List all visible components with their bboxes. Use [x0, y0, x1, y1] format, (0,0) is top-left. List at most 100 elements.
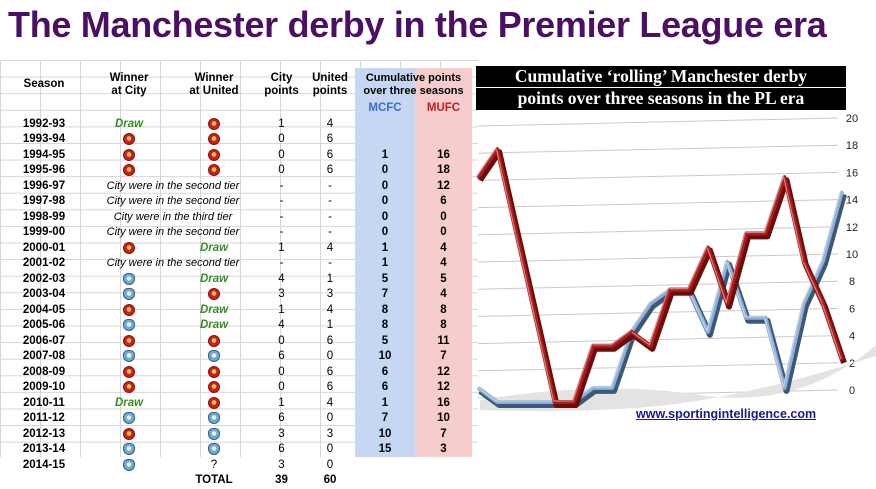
cumulative-united-cell: 0	[440, 226, 447, 239]
season-cell: 1996-97	[22, 179, 66, 192]
united-points-cell: 1	[326, 319, 334, 332]
table-subheader-row: MCFC MUFC	[0, 101, 472, 117]
series-united-point	[534, 316, 537, 319]
series-city-point	[592, 387, 594, 389]
series-united-point	[707, 246, 709, 249]
series-city-point	[477, 387, 479, 389]
cumulative-city-cell: 1	[381, 396, 389, 409]
result-cell	[170, 396, 258, 412]
chart-gridline	[477, 199, 839, 209]
cumulative-united-cell: 6	[440, 195, 447, 208]
series-city-point	[726, 260, 728, 263]
chart-gridline	[477, 362, 839, 372]
season-cell: 2009-10	[22, 381, 66, 394]
season-cell: 1994-95	[22, 148, 66, 161]
series-united-point	[477, 176, 479, 178]
season-cell: 2010-11	[23, 396, 65, 409]
table-row: 2012-13 3 3 10 7	[0, 427, 472, 443]
cumulative-united-cell: 12	[437, 365, 450, 378]
table-row: 2010-11 Draw 1 4 1 16	[0, 396, 472, 412]
table-total-row: TOTAL 39 60	[0, 473, 472, 489]
series-united-point	[496, 148, 498, 150]
table-row: 1998-99 City were in the third tier - - 0 0	[0, 210, 472, 226]
cumulative-city-cell: 7	[381, 412, 389, 425]
cumulative-united-cell: 3	[440, 443, 447, 456]
mcfc-crest-icon	[123, 319, 135, 332]
city-points-cell: 3	[278, 427, 285, 440]
series-united-point	[515, 232, 518, 235]
result-cell	[88, 318, 170, 334]
united-points-cell: -	[328, 257, 332, 270]
season-cell: 1999-00	[22, 226, 66, 239]
cumulative-city-cell: 10	[378, 350, 392, 363]
cumulative-city-cell: 8	[381, 303, 389, 316]
series-united-point	[822, 302, 824, 305]
series-united-point	[572, 401, 575, 403]
cumulative-city-cell: 8	[381, 319, 389, 332]
cumulative-city-cell: 1	[381, 148, 389, 161]
cumulative-city-cell: 0	[381, 164, 389, 177]
city-points-cell: 0	[278, 164, 285, 177]
cumulative-city-cell: 5	[381, 334, 389, 347]
result-cell	[170, 411, 258, 427]
header-winner-at-city: Winner at City	[109, 71, 149, 97]
series-city-point	[802, 302, 805, 305]
page-title: The Manchester derby in the Premier Leag…	[8, 4, 827, 45]
united-points-cell: 3	[326, 427, 334, 440]
table-row: 1992-93 Draw 1 4	[0, 117, 472, 133]
cumulative-city-cell: 6	[381, 365, 389, 378]
season-cell: 2003-04	[22, 288, 66, 301]
result-cell	[170, 365, 258, 381]
result-cell	[88, 427, 170, 443]
series-united-point	[841, 359, 843, 361]
united-points-cell: -	[328, 195, 332, 208]
cumulative-city-cell: 10	[378, 427, 392, 440]
city-points-cell: 6	[278, 350, 285, 363]
y-tick-label: 0	[849, 385, 855, 397]
mufc-cumulative-band	[415, 68, 472, 457]
united-points-cell: 6	[326, 133, 334, 146]
cumulative-united-cell: 10	[437, 412, 450, 425]
cumulative-united-cell: 8	[440, 303, 447, 316]
united-points-cell: 6	[326, 365, 334, 378]
result-cell	[170, 132, 258, 148]
result-cell	[88, 442, 170, 458]
series-city-point	[707, 330, 709, 333]
city-points-cell: 6	[278, 412, 285, 425]
table-row: 2004-05 Draw 1 4 8 8	[0, 303, 472, 319]
table-row: 2008-09 0 6 6 12	[0, 365, 472, 381]
cumulative-city-cell	[355, 458, 415, 474]
result-cell	[170, 117, 258, 133]
cumulative-city-cell: 15	[378, 443, 392, 456]
city-points-cell: 0	[278, 148, 285, 161]
cumulative-united-cell: 7	[440, 350, 447, 363]
season-cell: 2006-07	[22, 334, 66, 347]
y-tick-label: 18	[846, 140, 858, 152]
series-city-highlight	[476, 190, 842, 402]
result-cell	[88, 411, 170, 427]
source-link[interactable]: www.sportingintelligence.com	[636, 407, 817, 421]
city-points-cell: 0	[278, 133, 285, 146]
united-points-cell: 6	[326, 334, 334, 347]
result-draw: Draw	[199, 272, 229, 285]
city-points-cell: 0	[278, 334, 285, 347]
table-header-row: Season Winner at City Winner at United Cit…	[0, 68, 472, 101]
result-draw: Draw	[199, 303, 229, 316]
table-row: 2014-15? 3 0	[0, 458, 472, 474]
united-points-cell: 0	[326, 350, 334, 363]
result-draw: Draw	[199, 241, 229, 254]
cumulative-city-cell: 0	[381, 179, 389, 192]
united-points-cell: -	[328, 226, 332, 239]
series-city-point	[745, 316, 748, 319]
series-united-point	[592, 345, 594, 347]
united-points-cell: 4	[326, 117, 334, 130]
series-city-point	[611, 387, 613, 389]
cumulative-united-cell: 12	[437, 381, 450, 394]
table-row: 1994-95 0 6 1 16	[0, 148, 472, 164]
mufc-crest-icon	[123, 427, 135, 440]
result-cell	[88, 163, 170, 179]
result-cell	[88, 132, 170, 148]
chart-gridline	[477, 280, 839, 290]
total-united: 60	[323, 474, 337, 487]
table-row: 2009-10 0 6 6 12	[0, 380, 472, 396]
